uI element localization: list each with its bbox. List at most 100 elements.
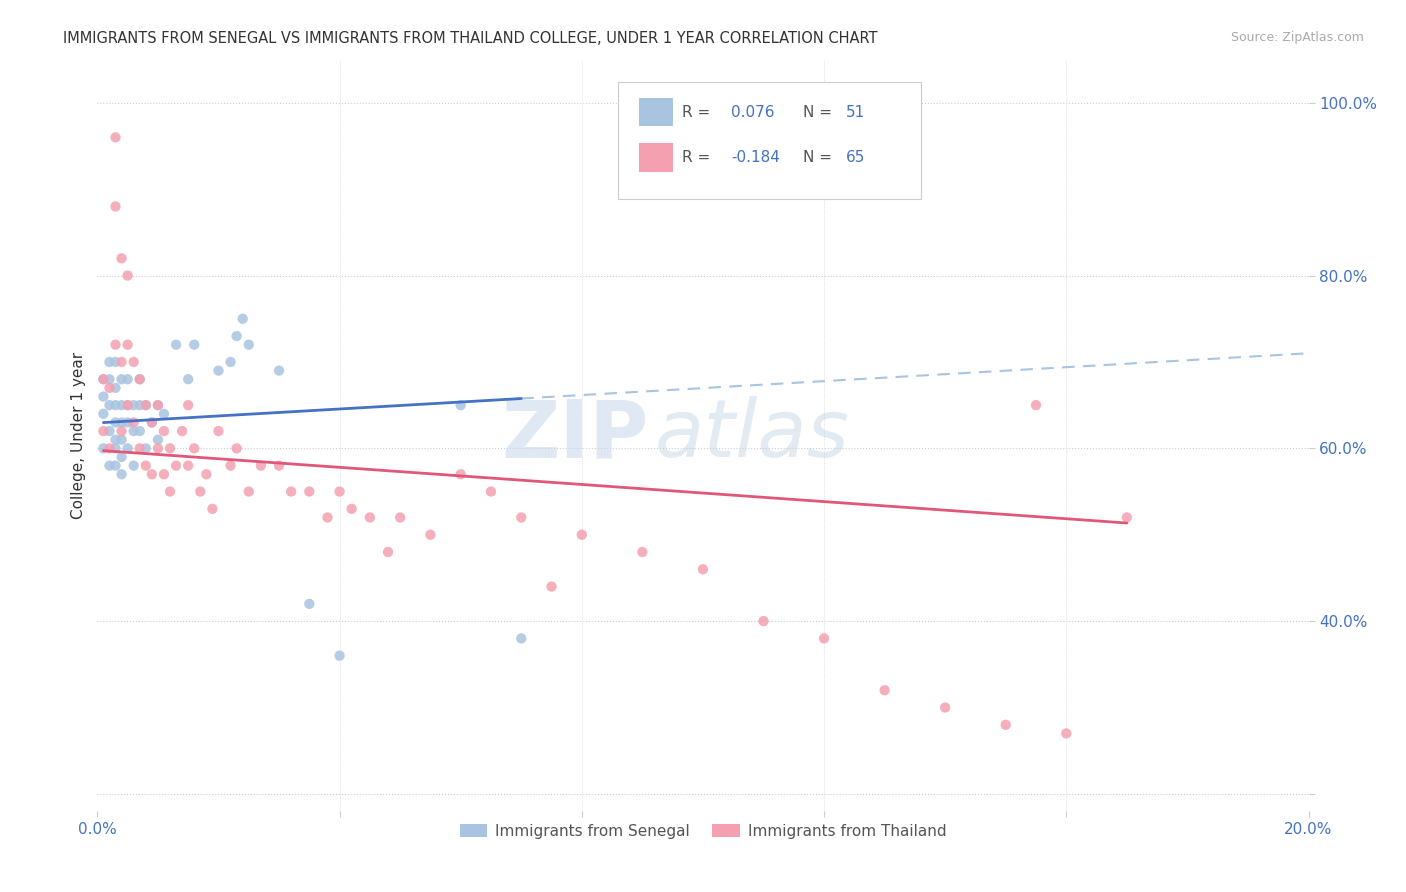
Point (122, 424, 145, 438)
Point (267, 458, 290, 473)
Point (450, 467, 472, 482)
Point (117, 398, 139, 412)
Point (510, 632, 533, 646)
Point (110, 416, 132, 430)
Point (172, 424, 194, 438)
Point (188, 484, 211, 499)
Point (128, 424, 150, 438)
Point (479, 484, 502, 499)
Point (135, 458, 157, 473)
Point (104, 355, 127, 369)
Point (207, 363, 229, 377)
Point (141, 467, 163, 482)
Point (419, 527, 441, 541)
Point (93, 442, 115, 456)
Text: 51: 51 (846, 104, 865, 120)
Point (128, 372, 150, 386)
Point (98, 381, 121, 395)
Point (110, 252, 132, 266)
Point (873, 683, 896, 698)
Point (93, 407, 115, 421)
Point (104, 381, 127, 395)
Point (450, 398, 472, 412)
Point (692, 562, 714, 576)
Point (510, 510, 533, 524)
Point (104, 398, 127, 412)
Text: ZIP: ZIP (501, 396, 648, 475)
Point (146, 442, 169, 456)
Point (146, 398, 169, 412)
Point (183, 442, 205, 456)
Point (128, 372, 150, 386)
Point (280, 484, 302, 499)
Point (813, 632, 835, 646)
Point (98, 372, 121, 386)
Point (104, 130, 127, 145)
Point (98, 458, 121, 473)
Text: IMMIGRANTS FROM SENEGAL VS IMMIGRANTS FROM THAILAND COLLEGE, UNDER 1 YEAR CORREL: IMMIGRANTS FROM SENEGAL VS IMMIGRANTS FR… (63, 31, 877, 46)
Point (93, 390, 115, 404)
Point (93, 372, 115, 386)
Point (141, 416, 163, 430)
Point (146, 433, 169, 447)
Point (135, 398, 157, 412)
Point (98, 398, 121, 412)
Text: -0.184: -0.184 (731, 150, 780, 165)
Bar (638, 143, 672, 171)
Point (177, 398, 200, 412)
Text: 65: 65 (846, 150, 865, 165)
Text: R =: R = (682, 104, 716, 120)
Point (117, 416, 139, 430)
Point (117, 442, 139, 456)
Point (298, 484, 321, 499)
Point (994, 718, 1017, 732)
Text: N =: N = (803, 104, 838, 120)
Point (122, 416, 145, 430)
Point (153, 407, 176, 421)
Point (207, 424, 229, 438)
Point (340, 501, 363, 516)
Text: atlas: atlas (654, 396, 849, 475)
Point (389, 510, 412, 524)
Point (135, 442, 157, 456)
Point (98, 442, 121, 456)
Point (104, 458, 127, 473)
Point (571, 527, 593, 541)
Point (225, 442, 247, 456)
Point (165, 337, 187, 351)
Point (117, 398, 139, 412)
Point (540, 580, 562, 594)
FancyBboxPatch shape (619, 82, 921, 199)
Point (93, 372, 115, 386)
Text: N =: N = (803, 150, 838, 165)
Point (135, 398, 157, 412)
Point (104, 433, 127, 447)
Point (1054, 726, 1077, 740)
Point (238, 484, 260, 499)
Point (104, 416, 127, 430)
Point (298, 597, 321, 611)
Point (110, 467, 132, 482)
Point (146, 398, 169, 412)
Point (104, 442, 127, 456)
Y-axis label: College, Under 1 year: College, Under 1 year (72, 351, 86, 519)
Text: R =: R = (682, 150, 716, 165)
Point (631, 545, 654, 559)
Point (141, 416, 163, 430)
Point (752, 614, 775, 628)
Point (250, 458, 273, 473)
Point (122, 458, 145, 473)
Bar (638, 98, 672, 127)
Point (110, 372, 132, 386)
Point (122, 398, 145, 412)
Point (98, 355, 121, 369)
Point (159, 484, 181, 499)
Text: Source: ZipAtlas.com: Source: ZipAtlas.com (1230, 31, 1364, 45)
Point (110, 398, 132, 412)
Point (110, 433, 132, 447)
Point (1025, 398, 1047, 412)
Point (329, 484, 352, 499)
Point (329, 648, 352, 663)
Point (104, 199, 127, 213)
Point (117, 268, 139, 283)
